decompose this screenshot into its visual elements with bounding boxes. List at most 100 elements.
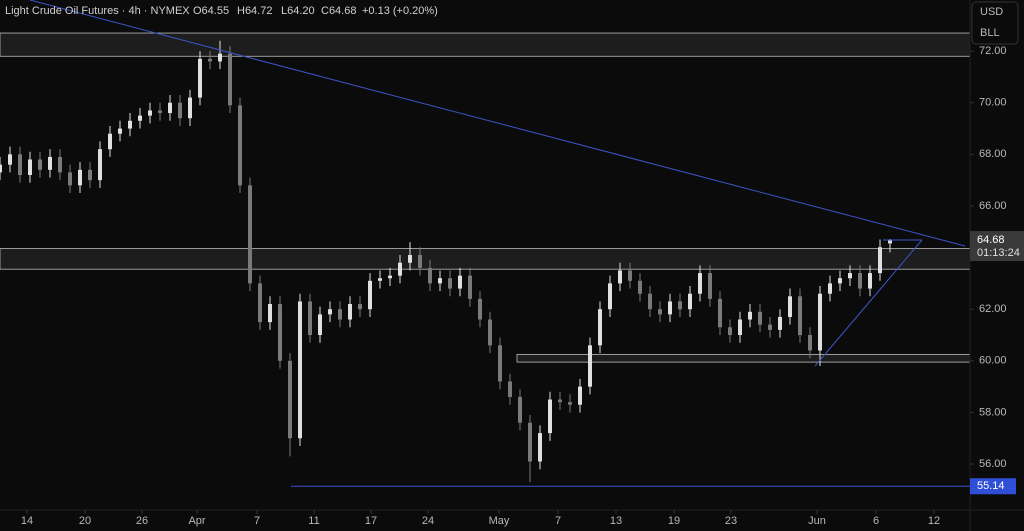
x-tick-label: 7 xyxy=(254,515,260,527)
candle-body xyxy=(248,185,252,284)
candle-body xyxy=(638,280,642,294)
candle-body xyxy=(608,283,612,310)
candle-body xyxy=(848,273,852,279)
candle-body xyxy=(648,293,652,310)
candle-body xyxy=(668,301,672,315)
candle-body xyxy=(158,110,162,114)
candle-body xyxy=(318,314,322,336)
candle-body xyxy=(88,169,92,181)
candle-body xyxy=(348,304,352,320)
last-price-label: 64.68 xyxy=(977,234,1005,246)
candle-body xyxy=(358,304,362,310)
candle-body xyxy=(788,296,792,317)
candle-body xyxy=(428,267,432,284)
candle-body xyxy=(258,283,262,323)
support-tag xyxy=(970,478,1016,495)
candle-body xyxy=(728,327,732,336)
candle-body xyxy=(388,275,392,279)
x-tick-label: 12 xyxy=(928,515,940,527)
candle-body xyxy=(188,97,192,119)
candle-body xyxy=(808,335,812,351)
unit-box[interactable] xyxy=(971,1,1019,45)
x-tick-label: Jun xyxy=(808,515,826,527)
x-tick-label: 26 xyxy=(136,515,148,527)
candle-body xyxy=(48,156,52,170)
candle-body xyxy=(508,381,512,397)
candle-body xyxy=(138,115,142,121)
candle-body xyxy=(538,433,542,462)
x-tick-label: 23 xyxy=(725,515,737,527)
candle-body xyxy=(678,301,682,310)
price-zone xyxy=(0,248,971,270)
candle-body xyxy=(78,169,82,186)
x-tick-label: Apr xyxy=(188,515,205,527)
y-tick-label: 58.00 xyxy=(979,406,1007,418)
candle-body xyxy=(448,278,452,289)
candle-body xyxy=(298,301,302,439)
currency[interactable]: USD xyxy=(980,6,1003,18)
candle-body xyxy=(18,154,22,175)
candle-body xyxy=(528,422,532,462)
candle-body xyxy=(438,278,442,284)
x-tick-label: 20 xyxy=(79,515,91,527)
candle-body xyxy=(888,240,892,244)
candle-body xyxy=(8,154,12,165)
candle-body xyxy=(308,301,312,336)
candle-body xyxy=(498,345,502,382)
y-tick-label: 70.00 xyxy=(979,97,1007,109)
x-tick-label: 19 xyxy=(668,515,680,527)
candle-body xyxy=(218,53,222,62)
y-tick-label: 72.00 xyxy=(979,45,1007,57)
candle-body xyxy=(278,304,282,361)
candle-body xyxy=(658,309,662,315)
y-tick-label: 68.00 xyxy=(979,148,1007,160)
y-tick-label: 62.00 xyxy=(979,303,1007,315)
x-tick-label: 13 xyxy=(610,515,622,527)
x-tick-label: 11 xyxy=(308,515,319,527)
candle-body xyxy=(828,283,832,294)
price-zone xyxy=(516,353,971,363)
candle-body xyxy=(28,159,32,175)
candle-body xyxy=(488,319,492,346)
candle-body xyxy=(58,156,62,173)
last-price-tag xyxy=(970,231,1024,262)
candle-body xyxy=(168,102,172,114)
candle-body xyxy=(268,304,272,323)
candle-body xyxy=(98,149,102,181)
y-tick-label: 60.00 xyxy=(979,355,1007,367)
x-tick-label: 17 xyxy=(365,515,377,527)
candle-body xyxy=(228,53,232,106)
candle-body xyxy=(768,324,772,330)
candle-body xyxy=(548,399,552,434)
candle-body xyxy=(208,58,212,62)
candle-body xyxy=(798,296,802,336)
candle-body xyxy=(738,319,742,336)
candle-body xyxy=(118,128,122,134)
candle-body xyxy=(578,386,582,405)
candle-body xyxy=(718,298,722,328)
candle-body xyxy=(468,275,472,299)
candles xyxy=(0,40,892,483)
price-zone xyxy=(0,32,971,57)
candle-body xyxy=(568,402,572,405)
x-tick-label: 7 xyxy=(555,515,561,527)
candle-body xyxy=(338,309,342,320)
candle-body xyxy=(108,133,112,150)
candle-body xyxy=(368,280,372,310)
candle-body xyxy=(148,110,152,116)
x-tick-label: 14 xyxy=(21,515,33,527)
x-tick-label: 24 xyxy=(422,515,434,527)
candle-body xyxy=(238,105,242,186)
candle-body xyxy=(378,278,382,281)
unit[interactable]: BLL xyxy=(980,27,1000,39)
candle-body xyxy=(868,273,872,289)
candle-body xyxy=(818,293,822,351)
ohlc-close: C64.68 xyxy=(321,5,356,17)
candle-body xyxy=(458,275,462,289)
candle-body xyxy=(588,345,592,387)
ohlc-open: O64.55 xyxy=(193,5,229,17)
countdown: 01:13:24 xyxy=(977,247,1020,259)
ohlc-change: +0.13 (+0.20%) xyxy=(362,5,438,17)
candle-body xyxy=(688,293,692,310)
